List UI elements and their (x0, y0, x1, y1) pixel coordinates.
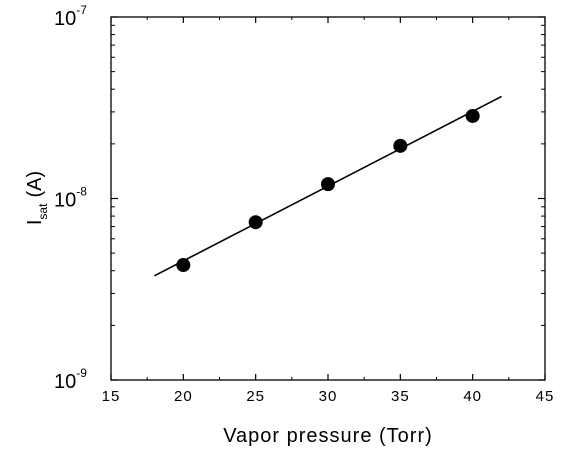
y-axis-ticks: 10-9 10-8 10-7 (54, 3, 545, 393)
data-point (176, 258, 191, 273)
x-axis-ticks: 15 20 25 30 35 40 45 (102, 17, 555, 405)
y-tick-label: 10-8 (54, 185, 87, 212)
data-point (248, 215, 263, 230)
y-axis-label-symbol: I (24, 220, 46, 226)
x-tick-label: 45 (536, 388, 555, 405)
x-tick-label: 15 (102, 388, 121, 405)
data-point (321, 177, 335, 192)
y-tick-label: 10-9 (54, 366, 87, 393)
x-axis-label: Vapor pressure (Torr) (223, 425, 433, 447)
x-tick-label: 40 (463, 388, 482, 405)
data-points-layer (176, 108, 480, 273)
data-point (465, 108, 480, 123)
y-axis-label-unit: (A) (24, 171, 46, 198)
y-axis-label-subscript: sat (36, 203, 50, 220)
x-tick-label: 25 (246, 388, 265, 405)
x-tick-label: 20 (174, 388, 193, 405)
data-point (393, 138, 408, 153)
svg-text:Isat(A): Isat (A) (24, 171, 50, 225)
x-tick-label: 35 (391, 388, 410, 405)
y-tick-label: 10-7 (54, 3, 87, 30)
x-tick-label: 30 (319, 388, 338, 405)
plot-frame (110, 16, 546, 381)
y-axis-label: Isat (A) (24, 171, 50, 225)
